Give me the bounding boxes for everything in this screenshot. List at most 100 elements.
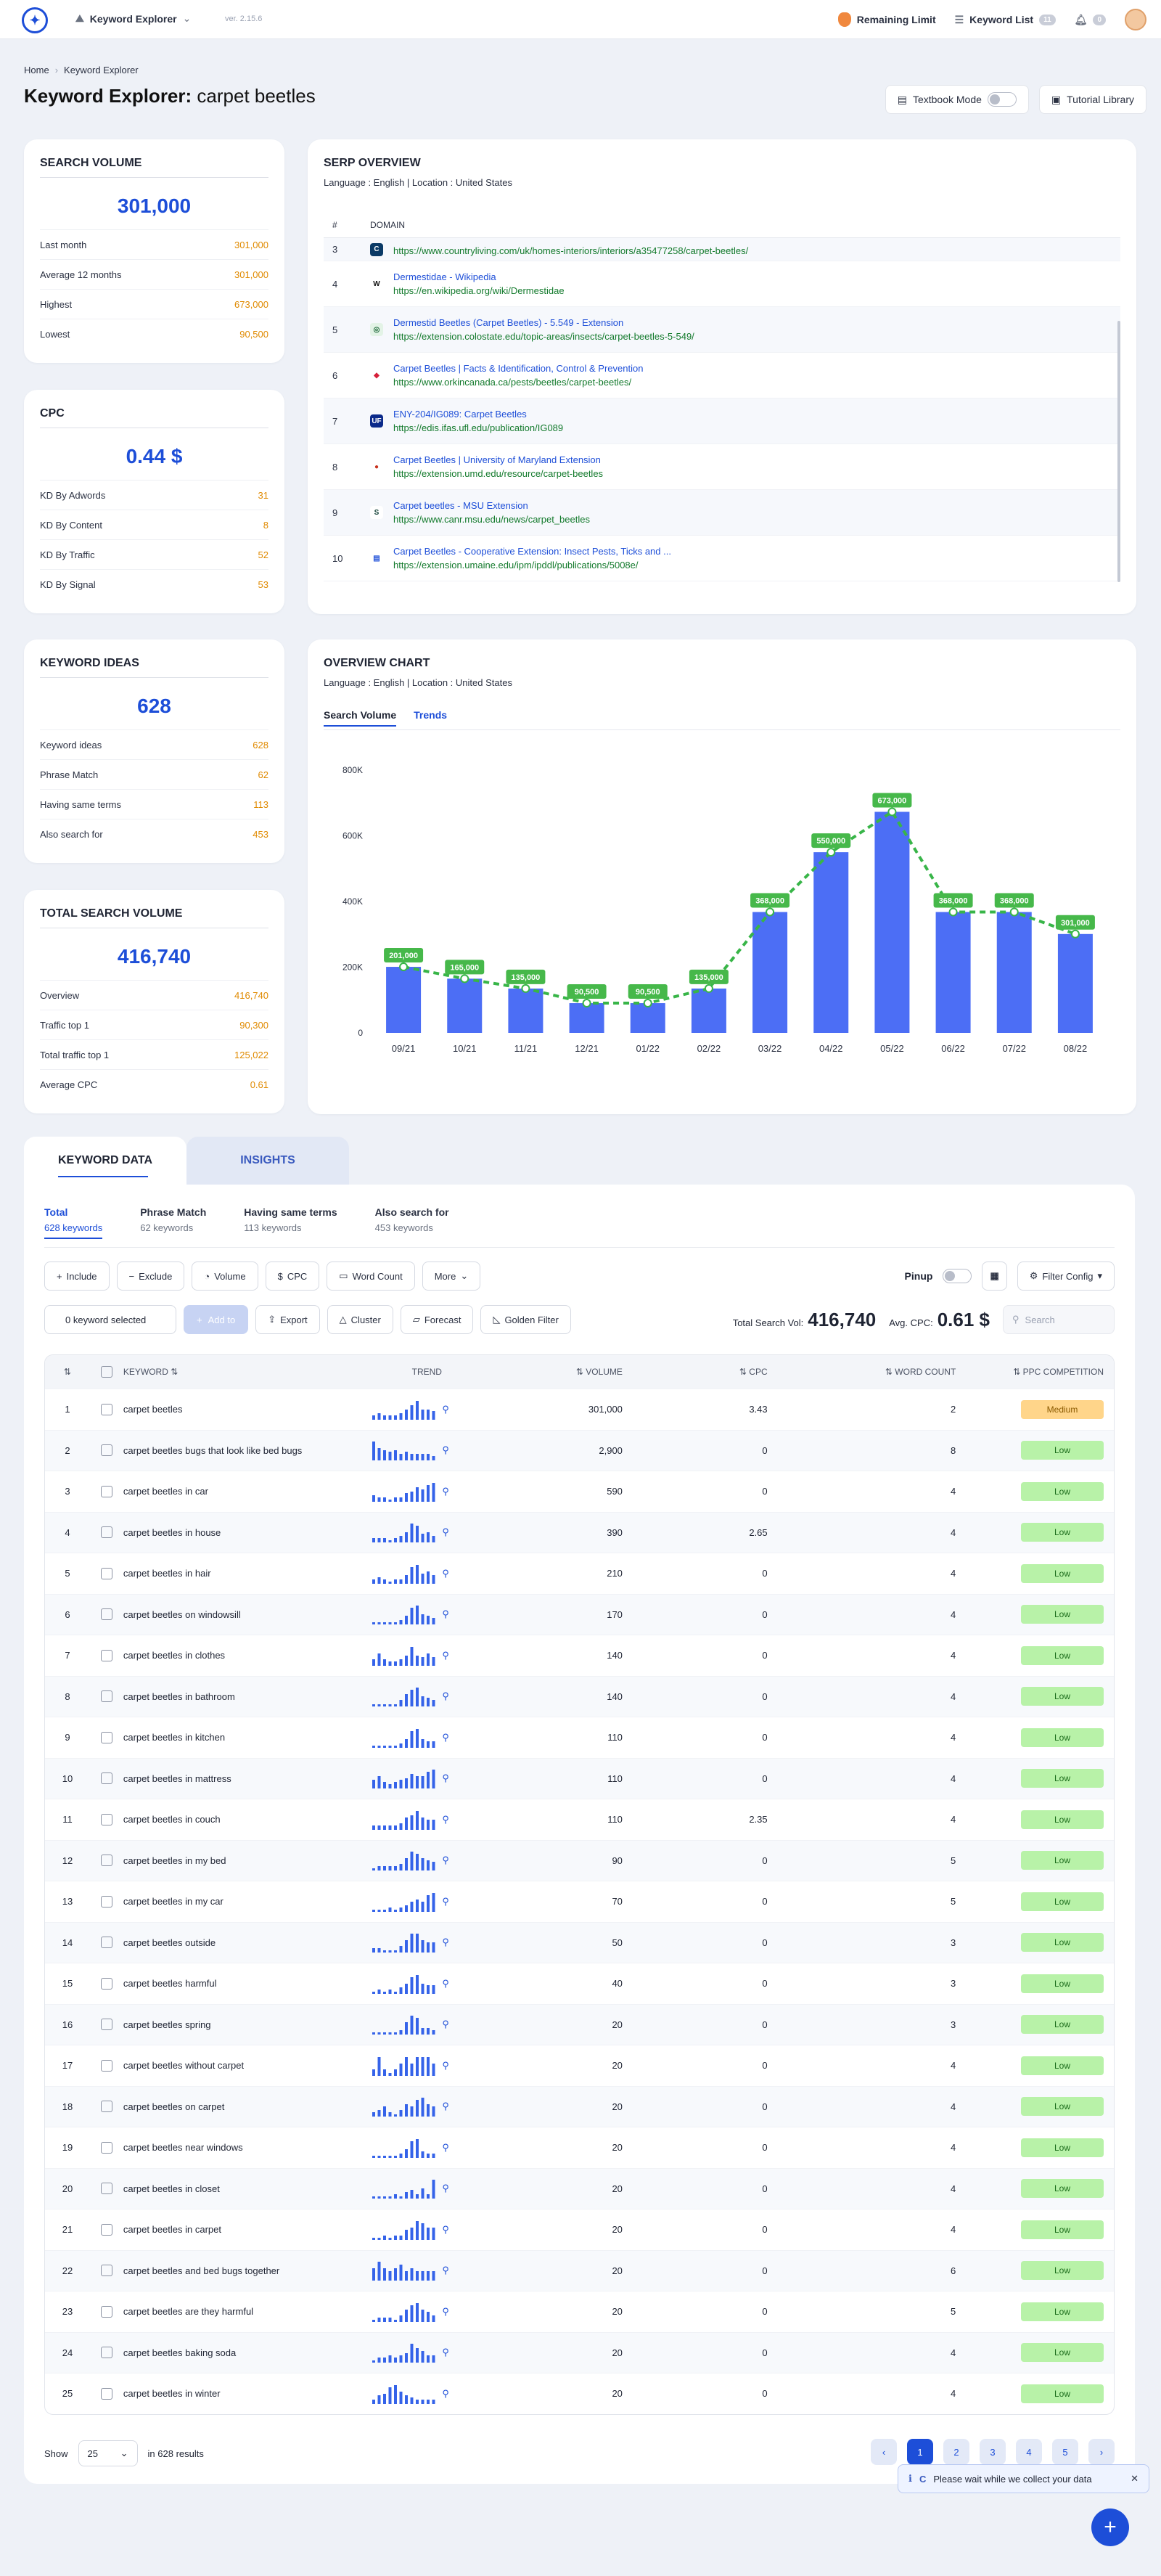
serp-title-link[interactable]: Carpet Beetles | University of Maryland … bbox=[393, 454, 601, 465]
table-row[interactable]: 18 carpet beetles on carpet ⚲ 20 0 4 Low bbox=[45, 2085, 1114, 2127]
search-icon[interactable]: ⚲ bbox=[442, 1690, 449, 1702]
page-5-button[interactable]: 5 bbox=[1052, 2439, 1078, 2465]
select-all-checkbox[interactable] bbox=[100, 1366, 112, 1378]
search-icon[interactable]: ⚲ bbox=[442, 1977, 449, 1989]
serp-row[interactable]: 5 ◎ Dermestid Beetles (Carpet Beetles) - 5… bbox=[324, 307, 1120, 353]
search-icon[interactable]: ⚲ bbox=[442, 1444, 449, 1456]
keyword-cell[interactable]: carpet beetles outside bbox=[123, 1937, 216, 1948]
keyword-cell[interactable]: carpet beetles in couch bbox=[123, 1814, 221, 1825]
tab-phrase-match[interactable]: Phrase Match 62 keywords bbox=[140, 1206, 207, 1233]
row-checkbox[interactable] bbox=[100, 2019, 112, 2031]
row-checkbox[interactable] bbox=[100, 1485, 112, 1497]
row-checkbox[interactable] bbox=[100, 1403, 112, 1415]
per-page-select[interactable]: 25 ⌄ bbox=[78, 2440, 138, 2466]
add-fab-button[interactable]: + bbox=[1091, 2508, 1129, 2546]
table-row[interactable]: 5 carpet beetles in hair ⚲ 210 0 4 Low bbox=[45, 1553, 1114, 1594]
row-checkbox[interactable] bbox=[100, 1772, 112, 1785]
keyword-cell[interactable]: carpet beetles in hair bbox=[123, 1568, 211, 1579]
table-row[interactable]: 17 carpet beetles without carpet ⚲ 20 0 4 Low bbox=[45, 2045, 1114, 2086]
table-row[interactable]: 11 carpet beetles in couch ⚲ 110 2.35 4 Low bbox=[45, 1799, 1114, 1840]
keyword-cell[interactable]: carpet beetles harmful bbox=[123, 1978, 217, 1990]
serp-row[interactable]: 6 ◆ Carpet Beetles | Facts & Identificatio… bbox=[324, 353, 1120, 398]
search-icon[interactable]: ⚲ bbox=[442, 1731, 449, 1743]
row-checkbox[interactable] bbox=[100, 1895, 112, 1908]
search-icon[interactable]: ⚲ bbox=[442, 2347, 449, 2358]
keyword-cell[interactable]: carpet beetles in bathroom bbox=[123, 1690, 235, 1702]
keyword-cell[interactable]: carpet beetles in my car bbox=[123, 1896, 223, 1908]
cpc-filter-button[interactable]: $ CPC bbox=[265, 1262, 320, 1291]
col-keyword[interactable]: KEYWORD ⇅ bbox=[123, 1367, 179, 1377]
row-checkbox[interactable] bbox=[100, 2387, 112, 2400]
serp-row[interactable]: 9 S Carpet beetles - MSU Extension https://… bbox=[324, 490, 1120, 536]
close-icon[interactable]: ✕ bbox=[1131, 2473, 1139, 2484]
table-row[interactable]: 25 carpet beetles in winter ⚲ 20 0 4 Low bbox=[45, 2373, 1114, 2414]
serp-title-link[interactable]: Dermestidae - Wikipedia bbox=[393, 271, 496, 282]
tutorial-library-button[interactable]: ▣ Tutorial Library bbox=[1038, 85, 1146, 114]
table-row[interactable]: 23 carpet beetles are they harmful ⚲ 20 0 5 Lo… bbox=[45, 2291, 1114, 2332]
serp-url-link[interactable]: https://en.wikipedia.org/wiki/Dermestida… bbox=[393, 285, 565, 296]
app-logo[interactable]: ✦ bbox=[22, 7, 48, 33]
keyword-cell[interactable]: carpet beetles in carpet bbox=[123, 2224, 221, 2236]
search-icon[interactable]: ⚲ bbox=[442, 1772, 449, 1784]
table-row[interactable]: 22 carpet beetles and bed bugs together ⚲ 2… bbox=[45, 2249, 1114, 2291]
col-word-count[interactable]: ⇅ WORD COUNT bbox=[885, 1367, 956, 1377]
search-icon[interactable]: ⚲ bbox=[442, 2101, 449, 2112]
exclude-filter-button[interactable]: − Exclude bbox=[116, 1262, 185, 1291]
row-checkbox[interactable] bbox=[100, 1649, 112, 1661]
table-row[interactable]: 13 carpet beetles in my car ⚲ 70 0 5 Low bbox=[45, 1881, 1114, 1922]
serp-title-link[interactable]: Carpet beetles - MSU Extension bbox=[393, 500, 528, 511]
search-icon[interactable]: ⚲ bbox=[442, 2183, 449, 2194]
search-icon[interactable]: ⚲ bbox=[442, 1403, 449, 1415]
serp-scrollbar[interactable] bbox=[1117, 321, 1120, 582]
serp-row[interactable]: 7 UF ENY-204/IG089: Carpet Beetles https://… bbox=[324, 398, 1120, 444]
table-row[interactable]: 8 carpet beetles in bathroom ⚲ 140 0 4 Low bbox=[45, 1675, 1114, 1717]
remaining-limit-button[interactable]: Remaining Limit bbox=[837, 12, 936, 27]
search-icon[interactable]: ⚲ bbox=[442, 2019, 449, 2030]
tab-also-search-for[interactable]: Also search for 453 keywords bbox=[374, 1206, 449, 1233]
row-checkbox[interactable] bbox=[100, 1937, 112, 1949]
keyword-cell[interactable]: carpet beetles in house bbox=[123, 1526, 221, 1538]
row-checkbox[interactable] bbox=[100, 2223, 112, 2236]
breadcrumb-home[interactable]: Home bbox=[24, 65, 49, 75]
tab-search-volume[interactable]: Search Volume bbox=[324, 709, 397, 727]
row-checkbox[interactable] bbox=[100, 2265, 112, 2277]
keyword-cell[interactable]: carpet beetles are they harmful bbox=[123, 2306, 254, 2318]
search-icon[interactable]: ⚲ bbox=[442, 1813, 449, 1825]
row-checkbox[interactable] bbox=[100, 2141, 112, 2154]
tab-keyword-data[interactable]: KEYWORD DATA bbox=[24, 1137, 186, 1185]
columns-button[interactable]: ▦ bbox=[982, 1262, 1007, 1291]
search-icon[interactable]: ⚲ bbox=[442, 1485, 449, 1497]
table-row[interactable]: 2 carpet beetles bugs that look like bed … bbox=[45, 1429, 1114, 1471]
row-checkbox[interactable] bbox=[100, 1690, 112, 1703]
search-icon[interactable]: ⚲ bbox=[442, 2387, 449, 2399]
serp-url-link[interactable]: https://www.orkincanada.ca/pests/beetles… bbox=[393, 377, 632, 388]
serp-url-link[interactable]: https://www.countryliving.com/uk/homes-i… bbox=[393, 245, 749, 256]
page-4-button[interactable]: 4 bbox=[1016, 2439, 1042, 2465]
search-icon[interactable]: ⚲ bbox=[442, 2059, 449, 2071]
tab-having-same-terms[interactable]: Having same terms 113 keywords bbox=[244, 1206, 337, 1233]
serp-title-link[interactable]: Dermestid Beetles (Carpet Beetles) - 5.5… bbox=[393, 317, 624, 328]
page-2-button[interactable]: 2 bbox=[943, 2439, 969, 2465]
serp-title-link[interactable]: Carpet Beetles - Cooperative Extension: … bbox=[393, 546, 671, 557]
serp-url-link[interactable]: https://www.canr.msu.edu/news/carpet_bee… bbox=[393, 514, 590, 525]
forecast-button[interactable]: ▱ Forecast bbox=[400, 1305, 474, 1334]
table-row[interactable]: 4 carpet beetles in house ⚲ 390 2.65 4 Low bbox=[45, 1511, 1114, 1553]
word-count-filter-button[interactable]: ▭ Word Count bbox=[327, 1262, 415, 1291]
page-3-button[interactable]: 3 bbox=[980, 2439, 1006, 2465]
tab-insights[interactable]: INSIGHTS bbox=[186, 1137, 349, 1185]
row-checkbox[interactable] bbox=[100, 1526, 112, 1539]
search-icon[interactable]: ⚲ bbox=[442, 1567, 449, 1579]
table-row[interactable]: 3 carpet beetles in car ⚲ 590 0 4 Low bbox=[45, 1471, 1114, 1512]
search-icon[interactable]: ⚲ bbox=[442, 1526, 449, 1538]
cluster-button[interactable]: △ Cluster bbox=[327, 1305, 393, 1334]
table-row[interactable]: 24 carpet beetles baking soda ⚲ 20 0 4 Low bbox=[45, 2331, 1114, 2373]
row-checkbox[interactable] bbox=[100, 2101, 112, 2113]
golden-filter-button[interactable]: ◺ Golden Filter bbox=[480, 1305, 571, 1334]
serp-title-link[interactable]: Carpet Beetles | Facts & Identification,… bbox=[393, 363, 644, 374]
serp-url-link[interactable]: https://extension.colostate.edu/topic-ar… bbox=[393, 331, 694, 342]
row-checkbox[interactable] bbox=[100, 1608, 112, 1621]
table-row[interactable]: 1 carpet beetles ⚲ 301,000 3.43 2 Medium bbox=[45, 1389, 1114, 1430]
row-checkbox[interactable] bbox=[100, 1977, 112, 1990]
